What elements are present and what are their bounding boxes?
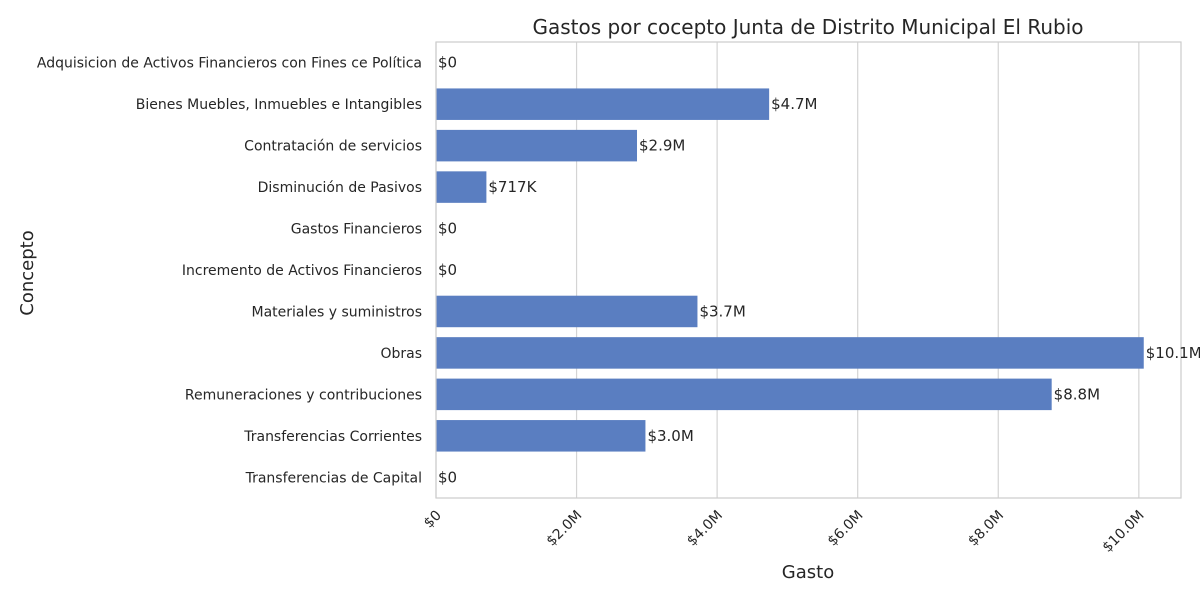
category-label: Gastos Financieros: [291, 222, 422, 238]
data-label: $3.7M: [699, 302, 745, 320]
category-label: Transferencias de Capital: [245, 470, 422, 486]
bar: [436, 420, 646, 452]
x-tick-label: $8.0M: [965, 508, 1007, 550]
x-tick-label: $2.0M: [543, 508, 585, 550]
x-tick-label: $0: [421, 508, 445, 532]
x-tick-labels: $0 $2.0M $4.0M $6.0M $8.0M $10.0M: [421, 508, 1148, 556]
category-label: Transferencias Corrientes: [243, 429, 422, 445]
chart-title: Gastos por cocepto Junta de Distrito Mun…: [533, 15, 1084, 39]
category-label: Disminución de Pasivos: [258, 180, 422, 196]
bar: [436, 88, 770, 120]
category-label: Remuneraciones y contribuciones: [185, 387, 422, 403]
data-label: $3.0M: [647, 427, 693, 445]
category-label: Contratación de servicios: [244, 139, 422, 155]
bar: [436, 337, 1144, 369]
bar: [436, 295, 698, 328]
bar: [436, 171, 487, 203]
x-tick-label: $6.0M: [825, 508, 867, 550]
data-label: $8.8M: [1054, 385, 1100, 403]
data-label: $717K: [488, 178, 537, 196]
category-labels: Adquisicion de Activos Financieros con F…: [37, 56, 422, 487]
plot-border: [435, 41, 1182, 499]
bar: [436, 378, 1052, 411]
data-label: $0: [438, 54, 457, 72]
x-axis-label: Gasto: [782, 562, 834, 583]
category-label: Bienes Muebles, Inmuebles e Intangibles: [136, 97, 422, 113]
y-axis-label: Concepto: [17, 230, 38, 315]
data-label: $0: [438, 261, 457, 279]
category-label: Obras: [380, 346, 422, 362]
x-tick-label: $4.0M: [684, 508, 726, 550]
data-label: $4.7M: [771, 95, 817, 113]
category-label: Materiales y suministros: [251, 304, 422, 320]
bar: [436, 129, 638, 162]
category-label: Incremento de Activos Financieros: [182, 263, 422, 279]
bars: [436, 88, 1144, 452]
x-tick-label: $10.0M: [1099, 508, 1147, 556]
data-label: $0: [438, 220, 457, 238]
data-label: $0: [438, 468, 457, 486]
data-labels: $0 $4.7M $2.9M $717K $0 $0 $3.7M $10.1M $8.8M $3.…: [438, 54, 1200, 487]
plot-frame: [435, 41, 1182, 499]
data-label: $10.1M: [1146, 344, 1200, 362]
category-label: Adquisicion de Activos Financieros con F…: [37, 56, 422, 72]
data-label: $2.9M: [639, 137, 685, 155]
